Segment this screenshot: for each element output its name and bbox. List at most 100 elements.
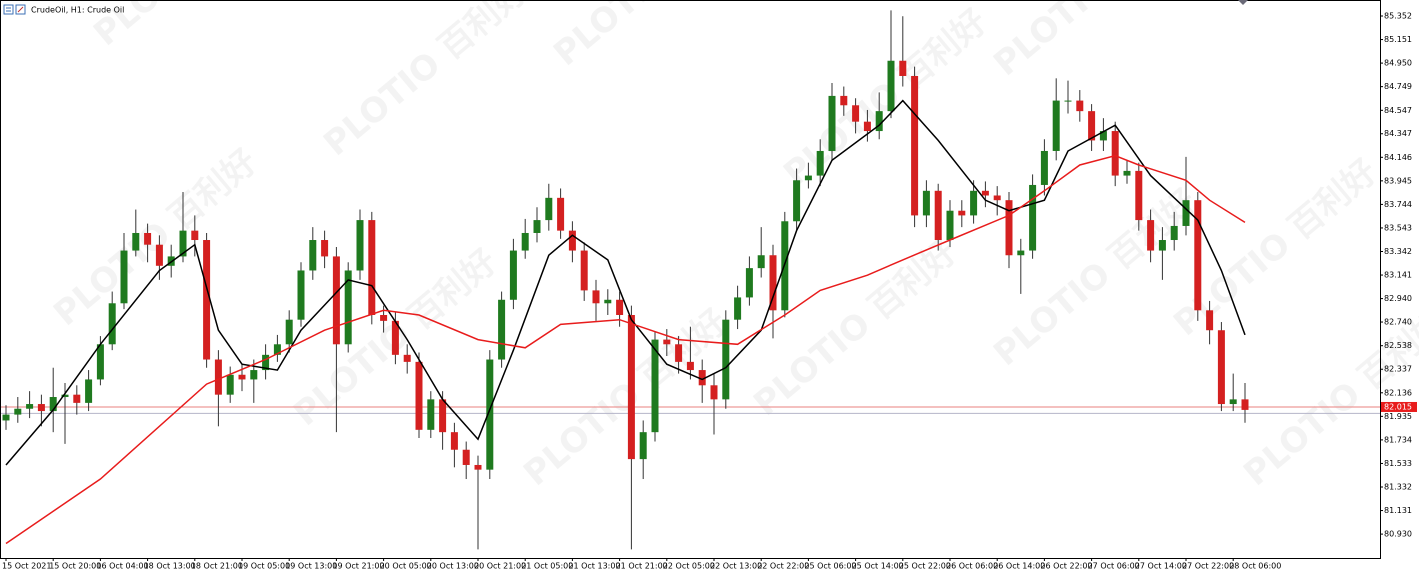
candle-body (828, 95, 836, 151)
x-tick-label: 26 Oct 06:00 (946, 562, 998, 571)
candle-body (321, 240, 329, 257)
candle-body (663, 339, 671, 345)
candle-body (1111, 131, 1119, 176)
x-tick-label: 26 Oct 22:00 (1040, 562, 1092, 571)
candle-body (509, 250, 517, 300)
candle-body (1064, 100, 1072, 102)
candle-body (462, 449, 470, 465)
x-tick-label: 19 Oct 21:00 (332, 562, 384, 571)
y-tick-label: 84.749 (1384, 82, 1412, 91)
candle-body (344, 270, 352, 345)
candle-body (474, 464, 482, 470)
candle-body (710, 385, 718, 400)
candle-body (1241, 399, 1249, 410)
candle-body (1158, 240, 1166, 251)
x-tick-label: 16 Oct 04:00 (96, 562, 148, 571)
candle-body (804, 175, 812, 181)
x-tick-label: 22 Oct 13:00 (710, 562, 762, 571)
candle-body (722, 319, 730, 400)
candle-body (627, 315, 635, 460)
candle-body (745, 268, 753, 298)
candle-body (840, 95, 848, 106)
y-tick-label: 80.930 (1384, 530, 1412, 539)
candle-body (61, 394, 69, 398)
candle-body (415, 361, 423, 430)
x-tick-label: 22 Oct 22:00 (757, 562, 809, 571)
candle-body (498, 299, 506, 360)
y-tick-label: 84.547 (1384, 106, 1412, 115)
x-tick-label: 21 Oct 13:00 (568, 562, 620, 571)
candle-body (85, 379, 93, 403)
shift-marker (1238, 0, 1248, 5)
ma-line (5, 99, 1246, 466)
candle-body (686, 361, 694, 371)
candle-body (1099, 131, 1107, 141)
x-tick-label: 19 Oct 13:00 (285, 562, 337, 571)
candle-body (958, 210, 966, 216)
candle-body (675, 344, 683, 362)
candle-body (450, 432, 458, 450)
candle-body (356, 220, 364, 271)
candle-body (73, 394, 81, 403)
x-tick-label: 25 Oct 06:00 (804, 562, 856, 571)
candle-body (368, 220, 376, 316)
candle-body (946, 210, 954, 241)
price-label-bg (1381, 401, 1417, 412)
candle-body (250, 370, 258, 380)
candle-body (49, 397, 57, 412)
candle-body (769, 255, 777, 311)
candle-body (1182, 200, 1190, 226)
candle-body (1135, 170, 1143, 221)
y-tick-label: 83.342 (1384, 247, 1412, 256)
candle-body (96, 344, 104, 380)
x-tick-label: 20 Oct 05:00 (380, 562, 432, 571)
x-tick-label: 19 Oct 05:00 (238, 562, 290, 571)
x-tick-label: 21 Oct 05:00 (521, 562, 573, 571)
candle-body (179, 230, 187, 257)
candle-body (604, 299, 612, 304)
x-tick-label: 18 Oct 13:00 (144, 562, 196, 571)
x-tick-label: 26 Oct 14:00 (993, 562, 1045, 571)
candle-body (887, 60, 895, 112)
candle-body (875, 111, 883, 132)
candle-body (403, 354, 411, 362)
candle-body (1217, 330, 1225, 405)
y-tick-label: 81.734 (1384, 435, 1412, 444)
candle-body (545, 197, 553, 221)
ma-line (5, 154, 1246, 545)
y-tick-label: 81.533 (1384, 459, 1412, 468)
candle-body (639, 432, 647, 460)
candle-body (592, 290, 600, 304)
candle-body (214, 359, 222, 395)
candle-body (1005, 200, 1013, 256)
candle-body (816, 150, 824, 176)
candle-body (332, 256, 340, 345)
y-tick-label: 81.131 (1384, 506, 1412, 515)
candle-body (132, 232, 140, 251)
title-icon (3, 4, 26, 15)
candle-body (698, 370, 706, 386)
candle-body (793, 180, 801, 222)
candle-body (899, 60, 907, 76)
y-tick-label: 85.151 (1384, 35, 1412, 44)
y-tick-label: 84.950 (1384, 59, 1412, 68)
x-tick-label: 20 Oct 21:00 (474, 562, 526, 571)
y-tick-label: 82.538 (1384, 341, 1412, 350)
chart-title: CrudeOil, H1: Crude Oil (31, 6, 124, 15)
candle-body (616, 299, 624, 316)
candle-body (155, 244, 163, 266)
candle-body (934, 190, 942, 241)
x-tick-label: 28 Oct 06:00 (1229, 562, 1281, 571)
x-tick-label: 25 Oct 14:00 (852, 562, 904, 571)
candle-body (568, 230, 576, 251)
y-tick-label: 83.543 (1384, 223, 1412, 232)
candle-body (981, 190, 989, 196)
candle-body (922, 190, 930, 216)
candle-body (533, 220, 541, 233)
plot-frame (0, 0, 1381, 559)
x-tick-label: 27 Oct 06:00 (1088, 562, 1140, 571)
candle-body (226, 374, 234, 395)
candle-body (26, 404, 34, 409)
candle-body (1076, 100, 1084, 112)
